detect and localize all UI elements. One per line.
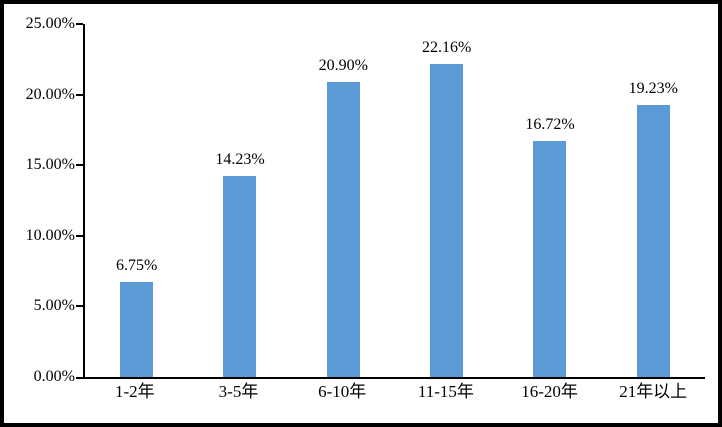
bar (533, 140, 567, 377)
x-axis-category-label: 21年以上 (619, 382, 688, 401)
x-axis-category-labels: 1-2年 3-5年 6-10年 11-15年 16-20年 21年以上 (83, 382, 705, 402)
bar-value-label: 6.75% (116, 256, 158, 274)
x-axis-category-label: 16-20年 (521, 382, 578, 401)
bar-value-label: 14.23% (215, 151, 265, 169)
bar-slot: 6.75% (85, 24, 188, 377)
y-axis-tick-labels: 25.00% 20.00% 15.00% 10.00% 5.00% 0.00% (4, 16, 75, 385)
y-axis-tick-label: 0.00% (33, 368, 75, 385)
y-axis-tick-mark (76, 305, 83, 308)
bar (636, 105, 670, 377)
x-axis-origin-tick (76, 377, 85, 379)
bar-slot: 22.16% (395, 24, 498, 377)
y-axis-tick-label: 20.00% (25, 85, 75, 103)
bar-value-label: 19.23% (628, 80, 678, 98)
y-axis-tick-label: 15.00% (25, 156, 75, 174)
bar-value-label: 16.72% (525, 115, 575, 133)
bar-value-label: 22.16% (421, 39, 472, 57)
bar (326, 81, 360, 377)
y-axis-tick-mark (76, 23, 83, 25)
bar-slot: 19.23% (602, 24, 705, 377)
y-axis-tick-label: 25.00% (25, 15, 75, 32)
bar (120, 281, 154, 377)
x-axis-category-label: 6-10年 (318, 382, 367, 401)
bar-slot: 14.23% (188, 24, 291, 377)
bars-container: 6.75% 14.23% 20.90% 22.16% 16.72% 19.23% (85, 24, 705, 377)
plot-area: 6.75% 14.23% 20.90% 22.16% 16.72% 19.23% (76, 23, 705, 379)
x-axis-category-label: 1-2年 (115, 382, 155, 401)
y-axis-tick-label: 10.00% (25, 226, 75, 244)
y-axis-tick-mark (76, 93, 83, 96)
y-axis-tick-mark (76, 234, 83, 237)
x-axis-category-label: 11-15年 (417, 382, 474, 401)
bar-value-label: 20.90% (318, 56, 368, 74)
y-axis-tick-label: 5.00% (33, 297, 75, 315)
bar-slot: 20.90% (292, 24, 395, 377)
y-axis-tick-mark (76, 164, 83, 167)
bar (223, 176, 257, 377)
x-axis-category-label: 3-5年 (218, 382, 259, 401)
bar-slot: 16.72% (498, 24, 601, 377)
bar (430, 64, 464, 377)
